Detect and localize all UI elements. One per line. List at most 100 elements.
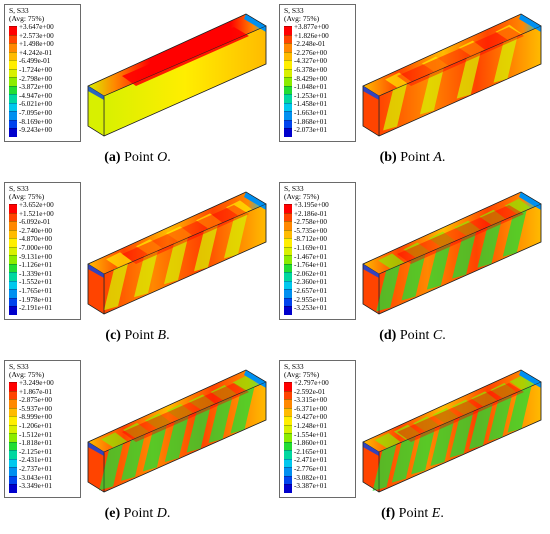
legend-value: -3.315e+00 [294, 396, 327, 405]
legend-subtitle: (Avg: 75%) [9, 192, 45, 201]
legend-value: +3.652e+00 [19, 201, 54, 209]
support-edge-near [363, 442, 379, 456]
caption-word: Point [124, 328, 155, 343]
legend-swatch [284, 111, 292, 120]
legend-swatch [9, 416, 17, 425]
caption-label: (c) [105, 328, 121, 343]
beam-outline [87, 191, 267, 315]
legend-swatch [9, 43, 17, 52]
high-stress-zone [397, 27, 524, 86]
stress-band-top [421, 56, 448, 72]
stress-band [502, 209, 527, 257]
legend-value: -2.776e+01 [294, 464, 327, 473]
stress-band-top [166, 403, 193, 419]
contour-legend: S, S33 (Avg: 75%) +3.652e+00 +1.521e+00 -6.0… [4, 182, 81, 320]
legend-values: +3.652e+00 +1.521e+00 -6.092e-01 -2.740e+00… [19, 201, 54, 313]
stress-band [488, 394, 513, 441]
support-edge-near [88, 264, 104, 278]
legend-swatch [284, 212, 292, 221]
legend-swatch [9, 263, 17, 272]
beam-model-render [362, 369, 542, 493]
stress-band [99, 443, 124, 491]
stress-band-top [232, 375, 259, 391]
contour-legend: S, S33 (Avg: 75%) +3.195e+00 +2.186e-01 -2.7… [279, 182, 356, 320]
legend-value: -8.169e+00 [19, 117, 52, 126]
legend-swatch [284, 263, 292, 272]
beam-render [359, 184, 545, 329]
stress-band [469, 402, 493, 450]
legend-swatch [9, 229, 17, 238]
legend-value: -2.191e+01 [19, 304, 52, 313]
support-edge [519, 14, 541, 32]
legend-color-scale [9, 382, 17, 494]
legend-value: -3.253e+01 [294, 304, 327, 313]
beam-model-render [362, 191, 542, 315]
caption-point: C [432, 328, 443, 343]
legend-value: -2.276e+00 [294, 48, 327, 57]
legend-swatch [9, 221, 17, 230]
beam-outline [362, 13, 542, 137]
legend-value: +2.186e-01 [294, 209, 327, 218]
stress-band [507, 385, 532, 433]
legend-value: -2.471e+01 [294, 456, 327, 465]
panel-caption: (b) Point A. [275, 150, 550, 166]
legend-swatch [9, 407, 17, 416]
legend-value: -6.092e-01 [19, 218, 51, 227]
caption-point: D [156, 506, 167, 521]
stress-band-top [458, 40, 485, 56]
legend-value: -2.062e+01 [294, 269, 327, 278]
stress-band-top [428, 231, 455, 247]
stress-band [401, 253, 426, 301]
legend-values: +3.647e+00 +2.573e+00 +1.498e+00 +4.242e-01… [19, 23, 54, 135]
caption-end: . [442, 328, 446, 343]
legend-value: -2.875e+00 [19, 396, 52, 405]
legend-value: -3.043e+01 [19, 473, 52, 482]
legend-value: -2.125e+01 [19, 447, 52, 456]
legend-value: -1.978e+01 [19, 295, 52, 304]
legend-swatch [9, 390, 17, 399]
stress-band-top [188, 394, 215, 410]
beam-model-render [362, 13, 542, 137]
legend-swatch [284, 450, 292, 459]
legend-swatch [9, 212, 17, 221]
legend-value: -2.073e+01 [294, 126, 327, 135]
legend-value: -1.860e+01 [294, 439, 327, 448]
legend-value: +3.195e+00 [294, 201, 329, 209]
stress-band-top [374, 433, 401, 448]
stress-band [164, 414, 189, 462]
stress-band [449, 410, 474, 458]
legend-swatch [9, 272, 17, 281]
legend-value: -1.253e+01 [294, 91, 327, 100]
legend-value: -1.126e+01 [19, 261, 52, 270]
legend-swatch [284, 433, 292, 442]
stress-band-top [451, 399, 478, 415]
caption-point: O [157, 150, 168, 165]
legend-title: S, S33 [284, 362, 304, 371]
legend-swatch [284, 475, 292, 484]
beam-model-render [87, 191, 267, 315]
legend-swatch [284, 246, 292, 255]
legend-swatch [9, 102, 17, 111]
legend-value: -6.021e+00 [19, 100, 52, 109]
figure-panel: S, S33 (Avg: 75%) +3.195e+00 +2.186e-01 -2.7… [275, 178, 550, 356]
caption-point: B [157, 328, 167, 343]
legend-swatch [284, 204, 292, 213]
legend-value: -1.206e+01 [19, 421, 52, 430]
stress-band [164, 237, 188, 285]
legend-swatch [284, 297, 292, 306]
legend-values: +3.195e+00 +2.186e-01 -2.758e+00 -5.735e+00… [294, 201, 329, 313]
legend-values: +3.877e+00 +1.826e+00 -2.248e-01 -2.276e+00… [294, 23, 329, 135]
stress-band [134, 250, 158, 298]
legend-color-scale [9, 204, 17, 316]
legend-value: -8.712e+00 [294, 235, 327, 244]
panel-caption: (a) Point O. [0, 150, 275, 166]
legend-swatch [284, 119, 292, 128]
stress-band-top [495, 24, 522, 40]
contour-legend: S, S33 (Avg: 75%) +3.647e+00 +2.573e+00 +1.4… [4, 4, 81, 142]
legend-value: -1.552e+01 [19, 278, 52, 287]
legend-swatch [9, 458, 17, 467]
legend-value: -6.371e+00 [294, 404, 327, 413]
legend-swatch [284, 382, 292, 391]
legend-title: S, S33 [284, 6, 304, 15]
stress-band-top [471, 391, 497, 407]
